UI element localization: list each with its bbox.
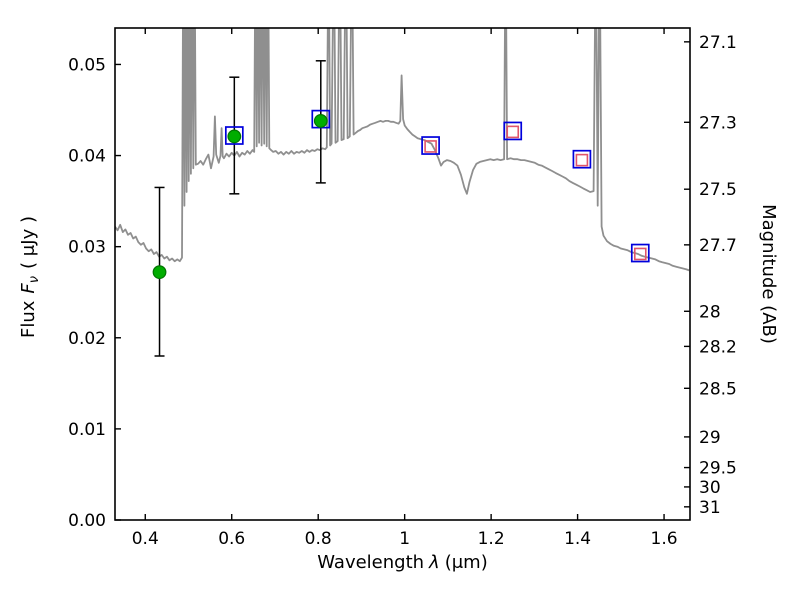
model-square-red bbox=[575, 153, 589, 167]
model-spectrum-line bbox=[115, 28, 690, 272]
model-square-blue bbox=[630, 243, 650, 263]
model-square-red bbox=[424, 140, 437, 153]
observed-point bbox=[152, 265, 167, 280]
flux-tick-label: 0.04 bbox=[68, 147, 106, 167]
flux-tick-label: 0.05 bbox=[68, 55, 106, 75]
axis-ticks bbox=[115, 28, 690, 521]
error-bars bbox=[154, 60, 326, 357]
magnitude-tick-label: 31 bbox=[699, 498, 721, 518]
x-tick-label: 0.8 bbox=[305, 529, 332, 549]
y-axis-label-flux: Flux Fν ( μJy ) bbox=[17, 117, 47, 437]
flux-tick-label: 0.01 bbox=[68, 420, 106, 440]
x-tick-label: 1.2 bbox=[478, 529, 505, 549]
ylabel-flux-prefix: Flux bbox=[18, 300, 39, 338]
magnitude-tick-label: 27.3 bbox=[699, 113, 737, 133]
model-square-red bbox=[633, 247, 647, 261]
model-square-blue bbox=[224, 126, 244, 145]
axes-frame bbox=[114, 27, 691, 521]
magnitude-tick-label: 29 bbox=[699, 428, 721, 448]
ylabel-flux-subscript: ν bbox=[27, 275, 42, 284]
y-axis-label-magnitude: Magnitude (AB) bbox=[756, 114, 780, 434]
model-square-blue bbox=[421, 136, 440, 155]
ylabel-flux-unit: ( μJy ) bbox=[18, 216, 39, 269]
magnitude-tick-label: 30 bbox=[699, 478, 721, 498]
ylabel-magnitude-text: Magnitude (AB) bbox=[758, 204, 779, 344]
x-tick-label: 1.6 bbox=[651, 529, 678, 549]
observed-point bbox=[313, 114, 328, 128]
x-tick-label: 0.6 bbox=[218, 529, 245, 549]
magnitude-tick-label: 29.5 bbox=[699, 459, 737, 479]
magnitude-tick-label: 28.2 bbox=[699, 337, 737, 357]
x-tick-label: 1.4 bbox=[564, 529, 591, 549]
magnitude-tick-label: 28 bbox=[699, 302, 721, 322]
ylabel-flux-symbol: F bbox=[18, 283, 39, 294]
x-tick-label: 1 bbox=[399, 529, 410, 549]
tick-labels: 0.4 0.6 0.8 1 1.2 1.4 1.6 0.00 0.01 0.02 0.03 0.04 0… bbox=[68, 33, 737, 549]
xlabel-lambda-symbol: λ bbox=[429, 552, 440, 573]
observed-point bbox=[227, 129, 242, 144]
magnitude-tick-label: 27.5 bbox=[699, 180, 737, 200]
flux-tick-label: 0.02 bbox=[68, 329, 106, 349]
flux-tick-label: 0.00 bbox=[68, 511, 106, 531]
magnitude-tick-label: 27.7 bbox=[699, 236, 737, 256]
magnitude-tick-label: 27.1 bbox=[699, 33, 737, 53]
x-tick-label: 0.4 bbox=[132, 529, 159, 549]
xlabel-prefix: Wavelength bbox=[317, 552, 425, 573]
model-square-blue bbox=[503, 121, 523, 141]
magnitude-tick-label: 28.5 bbox=[699, 379, 737, 399]
xlabel-unit: (μm) bbox=[444, 552, 488, 573]
x-axis-label: Wavelength λ (μm) bbox=[115, 551, 690, 575]
flux-tick-label: 0.03 bbox=[68, 238, 106, 258]
model-square-red bbox=[506, 125, 520, 139]
model-square-blue bbox=[572, 149, 592, 169]
